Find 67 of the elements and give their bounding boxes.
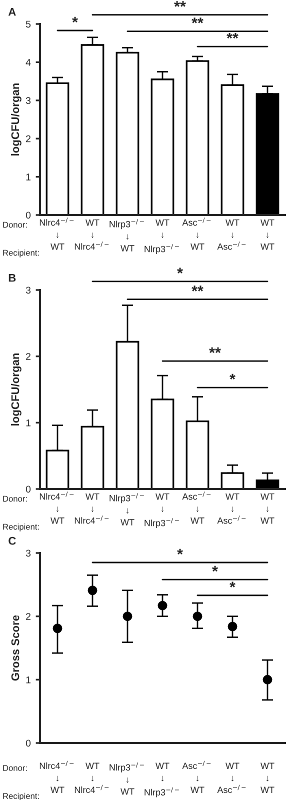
x-tick-label: WT ↓ WT	[260, 762, 274, 794]
point	[122, 612, 132, 622]
y-axis-title: Gross Score	[11, 615, 20, 681]
x-tick-label: WT ↓ WT	[260, 220, 274, 250]
annotation: **	[209, 347, 221, 354]
annotation: **	[192, 286, 204, 292]
x-tick-label: WT ↓ Asc$^{−/−}$	[217, 762, 246, 794]
chart-title: C	[8, 536, 16, 545]
point	[158, 600, 168, 610]
y-tick-label: 2	[26, 353, 30, 360]
category-label: Nlrc4$^{−/−}$ ↓ WT	[40, 218, 74, 250]
y-axis-title: logCFU/organ	[10, 353, 22, 426]
chart-title: B	[8, 274, 16, 282]
point	[52, 624, 62, 634]
annotation: *	[230, 374, 236, 380]
y-tick-label: 1	[26, 420, 30, 426]
annotation: *	[212, 566, 218, 572]
y-tick-label: 2	[26, 613, 30, 620]
text: Donor:	[3, 496, 27, 502]
text: Recipient:	[3, 524, 39, 532]
y-tick-label: 0	[26, 212, 31, 219]
point	[262, 674, 272, 684]
bar	[116, 52, 140, 215]
category-label: Nlrp3$^{−/−}$ ↓ WT	[110, 493, 144, 526]
y-tick-label: 0	[26, 486, 31, 493]
y-tick-label: 3	[26, 550, 31, 557]
bar	[46, 82, 70, 215]
y-tick-label: 0	[26, 740, 31, 747]
annotation: **	[226, 32, 238, 39]
chart-title: A	[8, 8, 16, 16]
category-label: Asc$^{−/−}$ ↓ WT	[182, 218, 211, 250]
text: Donor:	[3, 222, 27, 228]
y-tick-label: 3	[26, 97, 31, 104]
y-tick-label: 1	[26, 676, 30, 684]
annotation: *	[177, 548, 183, 555]
x-tick-label: WT ↓ Nlrp3$^{−/−}$	[144, 494, 179, 528]
x-tick-label: WT ↓ WT	[260, 494, 274, 524]
y-tick-label: 5	[26, 20, 31, 28]
y-tick-label: 3	[26, 286, 31, 294]
point	[192, 612, 202, 622]
point	[88, 586, 98, 596]
category-label: Nlrc4$^{−/−}$ ↓ WT	[40, 760, 74, 794]
category-label: Asc$^{−/−}$ ↓ WT	[182, 760, 211, 794]
x-tick-label: WT ↓ Nlrc4$^{−/−}$	[74, 220, 109, 250]
x-tick-label: WT ↓ Asc$^{−/−}$	[217, 220, 246, 250]
annotation: *	[230, 582, 236, 588]
y-axis-title: logCFU/organ	[10, 83, 22, 156]
x-tick-label: WT ↓ Nlrp3$^{−/−}$	[144, 220, 179, 254]
text: *	[72, 16, 78, 22]
text: **	[174, 1, 186, 7]
y-tick-label: 1	[26, 174, 30, 180]
category-label: Nlrc4$^{−/−}$ ↓ WT	[40, 492, 74, 524]
text: Recipient:	[3, 250, 39, 258]
text: *	[177, 268, 183, 274]
text: **	[192, 18, 204, 24]
category-label: Nlrp3$^{−/−}$ ↓ WT	[110, 762, 144, 795]
text: Donor:	[3, 765, 27, 771]
x-tick-label: WT ↓ Nlrc4$^{−/−}$	[74, 762, 109, 794]
category-label: Asc$^{−/−}$ ↓ WT	[182, 492, 211, 524]
x-tick-label: WT ↓ Nlrp3$^{−/−}$	[144, 762, 179, 798]
y-tick-label: 2	[26, 135, 30, 142]
y-tick-label: 4	[26, 59, 31, 66]
bar	[186, 60, 210, 215]
x-tick-label: WT ↓ Nlrc4$^{−/−}$	[74, 494, 109, 524]
category-label: Nlrp3$^{−/−}$ ↓ WT	[110, 219, 144, 252]
x-tick-label: WT ↓ Asc$^{−/−}$	[217, 494, 246, 524]
point	[228, 622, 238, 632]
